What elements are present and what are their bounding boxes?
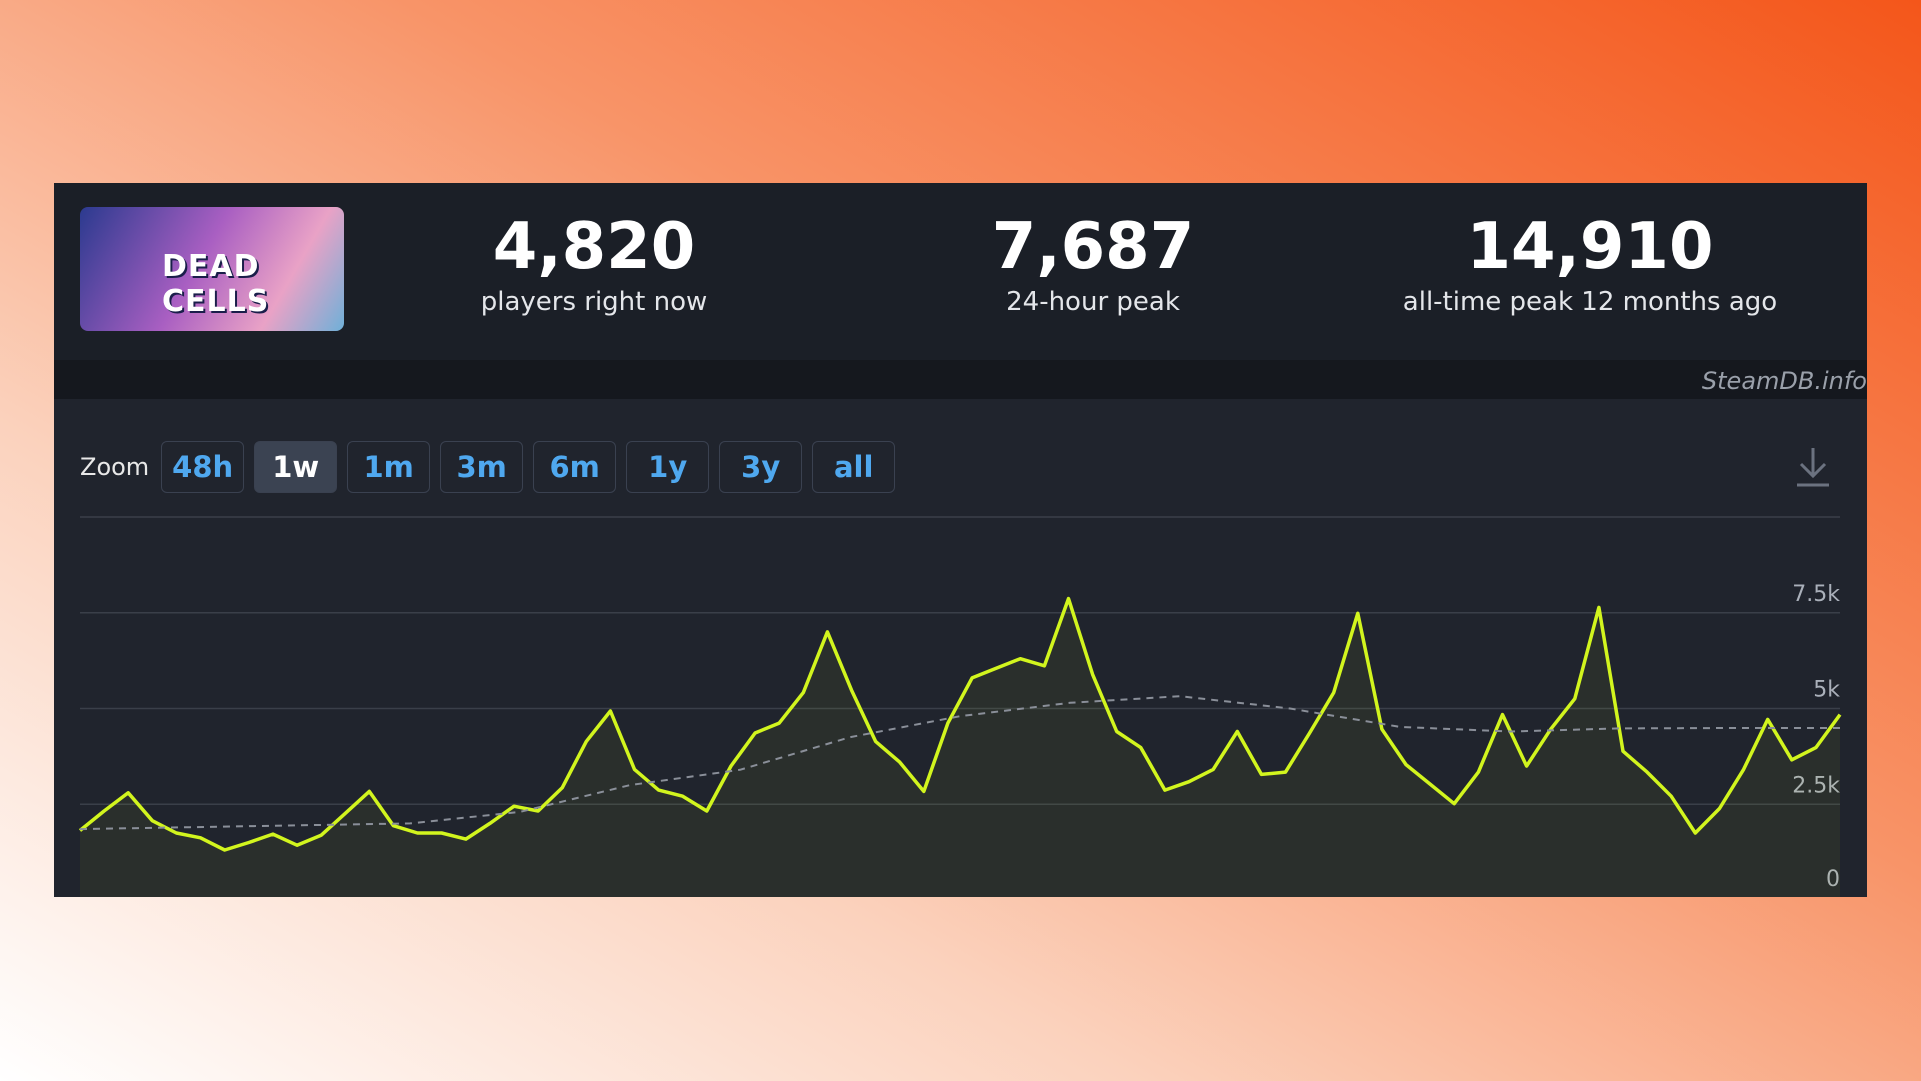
zoom-button[interactable]: 3y [719, 441, 803, 493]
y-tick-label: 0 [1826, 867, 1840, 892]
zoom-button[interactable]: 1y [626, 441, 710, 493]
y-tick-label: 7.5k [1792, 582, 1840, 607]
stat: 14,910 all-time peak 12 months ago [1360, 207, 1820, 317]
header: DEAD CELLS 4,820 players right now 7,687 2… [54, 183, 1867, 360]
stat-label: all-time peak 12 months ago [1402, 287, 1778, 317]
stat: 4,820 players right now [364, 207, 824, 317]
stat: 7,687 24-hour peak [863, 207, 1323, 317]
zoom-button[interactable]: 1w [254, 441, 338, 493]
stat-value: 7,687 [991, 210, 1195, 284]
logo-text: DEAD CELLS [162, 249, 270, 319]
chart: 0 2.5k 5k 7.5k [78, 448, 1842, 897]
zoom-label: Zoom [80, 453, 150, 481]
area [80, 598, 1840, 897]
download-icon[interactable] [1797, 448, 1829, 487]
y-tick-label: 5k [1813, 678, 1840, 703]
y-tick-label: 2.5k [1792, 773, 1840, 798]
strip: SteamDB.info [54, 360, 1867, 399]
stat-value: 4,820 [492, 210, 696, 284]
player-line [78, 596, 1842, 852]
panel: DEAD CELLS 4,820 players right now 7,687 2… [54, 183, 1867, 897]
stat-value: 14,910 [1466, 210, 1714, 284]
zoom-bar: Zoom 48h 1w 1m 3m 6m 1y 3y all [80, 440, 896, 494]
zoom-button[interactable]: 1m [347, 441, 431, 493]
stat-label: players right now [480, 287, 708, 317]
watermark: SteamDB.info [1701, 367, 1867, 395]
zoom-button[interactable]: 6m [533, 441, 617, 493]
game-logo: DEAD CELLS [80, 207, 344, 331]
zoom-button[interactable]: 3m [440, 441, 524, 493]
zoom-button[interactable]: all [812, 441, 896, 493]
zoom-button[interactable]: 48h [161, 441, 245, 493]
stat-label: 24-hour peak [1006, 287, 1180, 317]
